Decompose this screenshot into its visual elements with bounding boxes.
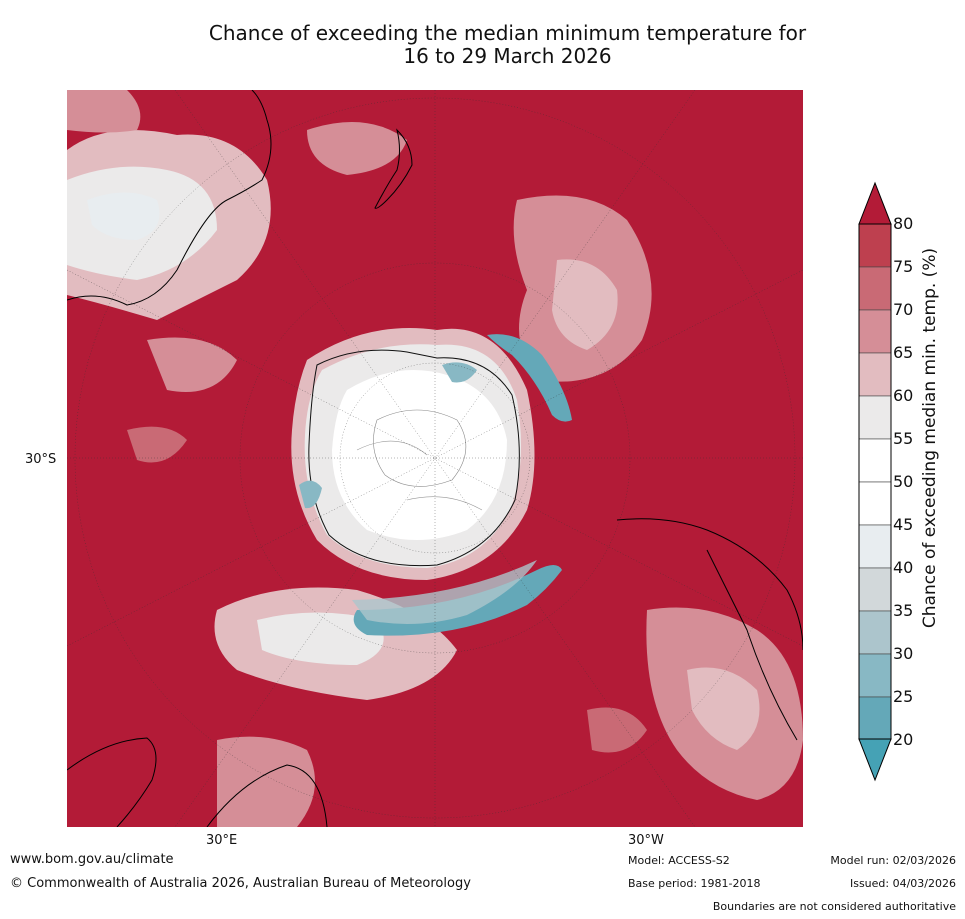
colorbar-block: [858, 481, 892, 526]
patch-misc-1: [307, 122, 407, 175]
blue-patch-east: [442, 362, 477, 383]
colorbar-tick-label: 80: [893, 214, 914, 233]
colorbar-block: [858, 524, 892, 569]
colorbar-block: [858, 438, 892, 483]
map-title: Chance of exceeding the median minimum t…: [100, 22, 915, 68]
title-line-2: 16 to 29 March 2026: [403, 44, 612, 68]
footer-copyright: © Commonwealth of Australia 2026, Austra…: [10, 876, 471, 891]
map-panel: [67, 90, 803, 827]
footer-model: Model: ACCESS-S2: [628, 854, 730, 867]
title-line-1: Chance of exceeding the median minimum t…: [208, 21, 807, 45]
graticule: [67, 90, 803, 827]
colorbar-block: [858, 266, 892, 311]
colorbar-block: [858, 395, 892, 440]
colorbar-tick-label: 70: [893, 300, 914, 319]
colorbar-tick-label: 35: [893, 601, 914, 620]
colorbar-block: [858, 352, 892, 397]
colorbar-block: [858, 653, 892, 698]
patch-misc-2: [147, 337, 237, 392]
footer-model-run: Model run: 02/03/2026: [830, 854, 956, 867]
colorbar-tick-label: 55: [893, 429, 914, 448]
colorbar-blocks: [858, 223, 892, 741]
coastlines: [67, 90, 803, 827]
south-america-outline: [616, 518, 803, 651]
colorbar: [858, 181, 892, 782]
patch-north-west: [67, 90, 141, 133]
colorbar-tick-label: 50: [893, 472, 914, 491]
colorbar-block: [858, 567, 892, 612]
new-zealand-outline: [374, 128, 413, 209]
footer-issued: Issued: 04/03/2026: [849, 877, 956, 890]
colorbar-tick-label: 65: [893, 343, 914, 362]
colorbar-block: [858, 610, 892, 655]
polar-map: [67, 90, 803, 827]
colorbar-tick-label: 25: [893, 687, 914, 706]
australia-outline: [67, 90, 272, 306]
colorbar-block: [858, 309, 892, 354]
anomaly-patches: [67, 90, 803, 827]
colorbar-block: [858, 223, 892, 268]
footer-disclaimer: Boundaries are not considered authoritat…: [712, 900, 956, 913]
colorbar-extend-bottom: [858, 738, 892, 782]
colorbar-tick-label: 75: [893, 257, 914, 276]
colorbar-block: [858, 696, 892, 741]
colorbar-tick-label: 40: [893, 558, 914, 577]
colorbar-label: Chance of exceeding median min. temp. (%…: [920, 247, 940, 629]
antarctica-region: [291, 328, 535, 580]
blue-arc-pacific: [487, 334, 572, 422]
latitude-label-30s: 30°S: [25, 452, 57, 467]
footer-base-period: Base period: 1981-2018: [628, 877, 761, 890]
antarctica-coast: [308, 349, 520, 567]
colorbar-extend-top: [858, 181, 892, 225]
patch-south-africa: [217, 736, 315, 827]
patch-misc-4: [587, 707, 647, 753]
patch-misc-3: [127, 426, 187, 463]
longitude-label-30w: 30°W: [628, 833, 664, 848]
blue-patch-west: [299, 480, 322, 509]
colorbar-tick-label: 20: [893, 730, 914, 749]
colorbar-tick-label: 45: [893, 515, 914, 534]
longitude-label-30e: 30°E: [206, 833, 238, 848]
footer-website: www.bom.gov.au/climate: [10, 852, 174, 867]
africa-outline: [67, 737, 157, 827]
colorbar-tick-label: 30: [893, 644, 914, 663]
colorbar-tick-label: 60: [893, 386, 914, 405]
below-median-arcs: [299, 334, 572, 636]
